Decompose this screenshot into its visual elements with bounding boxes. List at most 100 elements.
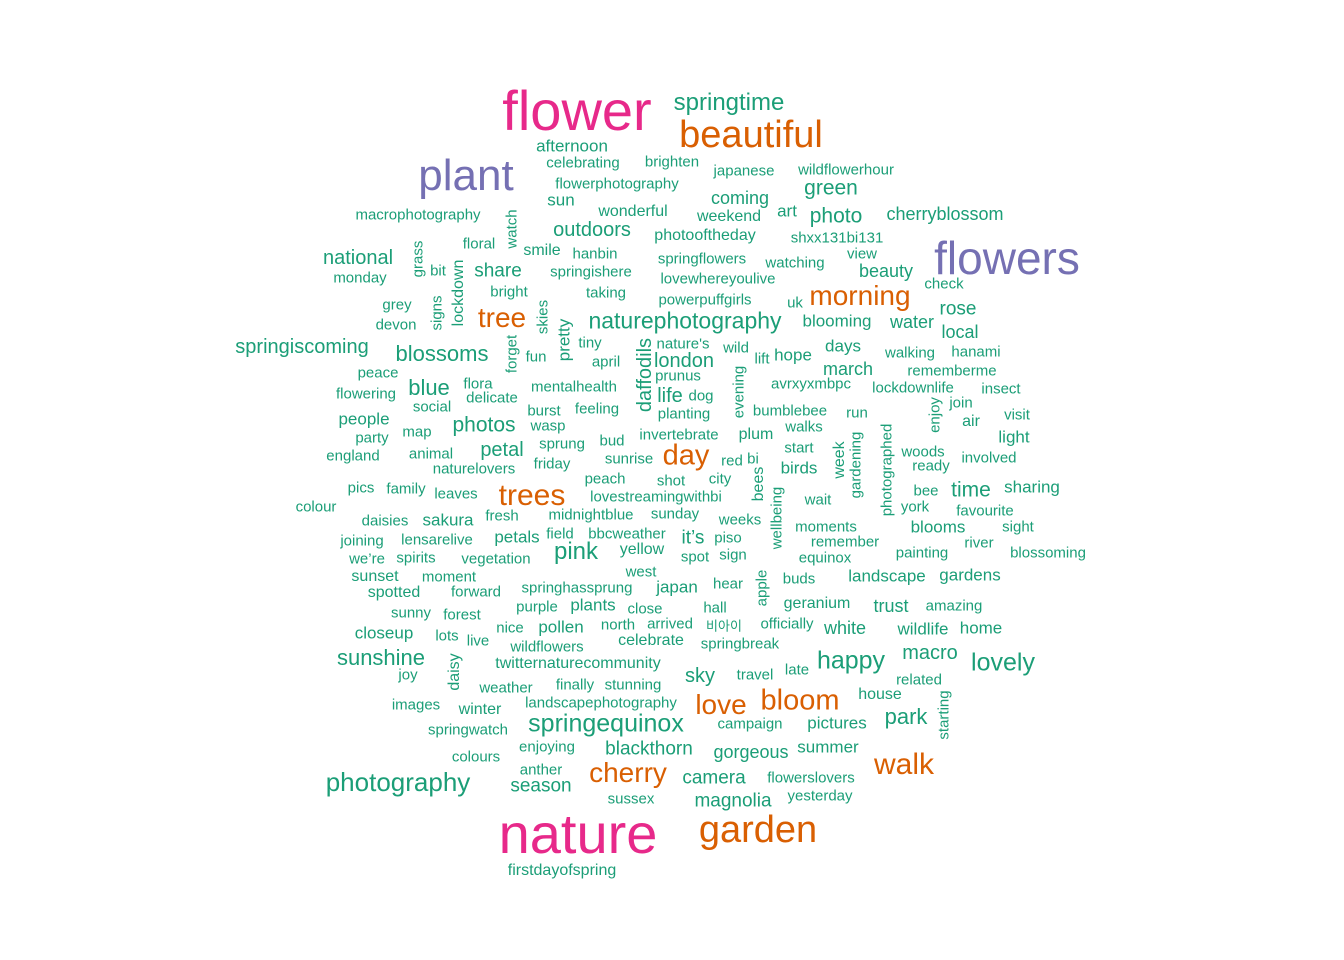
word-landscapephotography: landscapephotography — [525, 694, 677, 712]
word-pink: pink — [553, 538, 599, 565]
word-art: art — [777, 201, 797, 221]
word-park: park — [884, 704, 928, 729]
word-walk: walk — [873, 748, 935, 781]
word-tree: tree — [477, 302, 527, 333]
word-peach: peach — [584, 470, 626, 488]
word-winter: winter — [458, 701, 502, 718]
word-travel: travel — [736, 666, 774, 684]
word-photography: photography — [325, 767, 471, 797]
word-officially: officially — [760, 615, 814, 633]
word-rememberme: rememberme — [907, 362, 997, 380]
word-sunset: sunset — [351, 568, 399, 585]
word-march: march — [822, 359, 874, 379]
word-sunday: sunday — [650, 505, 700, 523]
word-devon: devon — [375, 316, 417, 334]
word-west: west — [625, 563, 657, 581]
word-national: national — [322, 247, 394, 269]
word-gorgeous: gorgeous — [713, 742, 789, 762]
word-spot: spot — [680, 548, 710, 566]
word-ready: ready — [912, 457, 950, 475]
word-moment: moment — [421, 568, 477, 586]
word-check: check — [924, 275, 964, 293]
word-arrived: arrived — [647, 615, 693, 633]
word-springtime: springtime — [673, 89, 785, 116]
word-buds: buds — [782, 570, 816, 588]
word-walks: walks — [785, 418, 823, 436]
word-springishere: springishere — [550, 263, 632, 281]
word-wasp: wasp — [530, 417, 566, 435]
word-walking: walking — [884, 344, 936, 362]
word-run: run — [846, 404, 868, 422]
word-home: home — [959, 618, 1003, 638]
word-pictures: pictures — [807, 713, 867, 733]
word-love: love — [695, 689, 747, 720]
word-evening: evening — [730, 365, 748, 419]
word-red: red — [721, 452, 743, 470]
word-summer: summer — [797, 737, 859, 757]
word-family: family — [386, 480, 426, 498]
word-london: london — [653, 350, 715, 372]
word-days: days — [825, 336, 861, 356]
word-lots: lots — [435, 627, 459, 645]
word-naturelovers: naturelovers — [432, 460, 516, 478]
word-share: share — [474, 260, 522, 282]
word-nice: nice — [496, 619, 524, 637]
word-camera: camera — [682, 767, 746, 789]
word-close: close — [627, 600, 663, 618]
word-north: north — [600, 616, 636, 634]
word-hear: hear — [712, 575, 744, 593]
word-it-s: it’s — [681, 527, 705, 549]
word-plants: plants — [570, 595, 616, 615]
word-favourite: favourite — [956, 502, 1014, 520]
word-apple: apple — [753, 569, 771, 607]
word-weeks: weeks — [718, 511, 762, 529]
word-watching: watching — [765, 254, 825, 272]
word-firstdayofspring: firstdayofspring — [507, 862, 617, 879]
word-flowering: flowering — [335, 385, 397, 403]
word-wonderful: wonderful — [598, 203, 668, 220]
word-beauty: beauty — [858, 261, 914, 281]
word-insect: insect — [981, 380, 1021, 398]
word-joy: joy — [398, 666, 418, 684]
word-photo: photo — [809, 204, 863, 228]
word-city: city — [708, 470, 732, 488]
word-springiscoming: springiscoming — [235, 336, 369, 358]
word-grass: grass — [409, 240, 427, 278]
word-weather: weather — [479, 679, 533, 697]
word-light: light — [998, 427, 1030, 447]
word-bud: bud — [599, 432, 625, 450]
word-flowerphotography: flowerphotography — [555, 175, 679, 193]
word-shxx131bi131: shxx131bi131 — [790, 229, 884, 247]
word-blossoming: blossoming — [1010, 544, 1086, 562]
word-air: air — [962, 413, 980, 430]
word-house: house — [858, 686, 902, 703]
word-invertebrate: invertebrate — [639, 426, 719, 444]
word-flower: flower — [502, 79, 652, 142]
word-wild: wild — [723, 339, 749, 357]
word-bloom: bloom — [760, 684, 840, 717]
word-sunrise: sunrise — [604, 450, 654, 468]
word-gardening: gardening — [847, 431, 865, 499]
word-spirits: spirits — [396, 549, 436, 567]
word-petals: petals — [494, 527, 540, 547]
word-yesterday: yesterday — [787, 787, 853, 805]
word-beautiful: beautiful — [679, 114, 823, 156]
word-gardens: gardens — [939, 565, 1001, 585]
word-petal: petal — [480, 439, 524, 461]
word-cherry: cherry — [589, 757, 667, 788]
word-powerpuffgirls: powerpuffgirls — [658, 291, 752, 309]
word-plant: plant — [418, 151, 514, 200]
word-images: images — [391, 696, 441, 714]
word-social: social — [412, 398, 452, 416]
word-photos: photos — [452, 413, 516, 437]
word-bi: bi — [747, 450, 759, 468]
word-painting: painting — [895, 544, 949, 562]
word-amazing: amazing — [925, 597, 983, 615]
word-nature: nature — [498, 802, 658, 865]
word-springhassprung: springhassprung — [521, 579, 633, 597]
word-we-re: we’re — [349, 550, 385, 568]
word-brighten: brighten — [644, 153, 700, 171]
word-prunus: prunus — [655, 367, 701, 385]
word-hall: hall — [703, 599, 727, 617]
word-sunny: sunny — [390, 604, 432, 622]
